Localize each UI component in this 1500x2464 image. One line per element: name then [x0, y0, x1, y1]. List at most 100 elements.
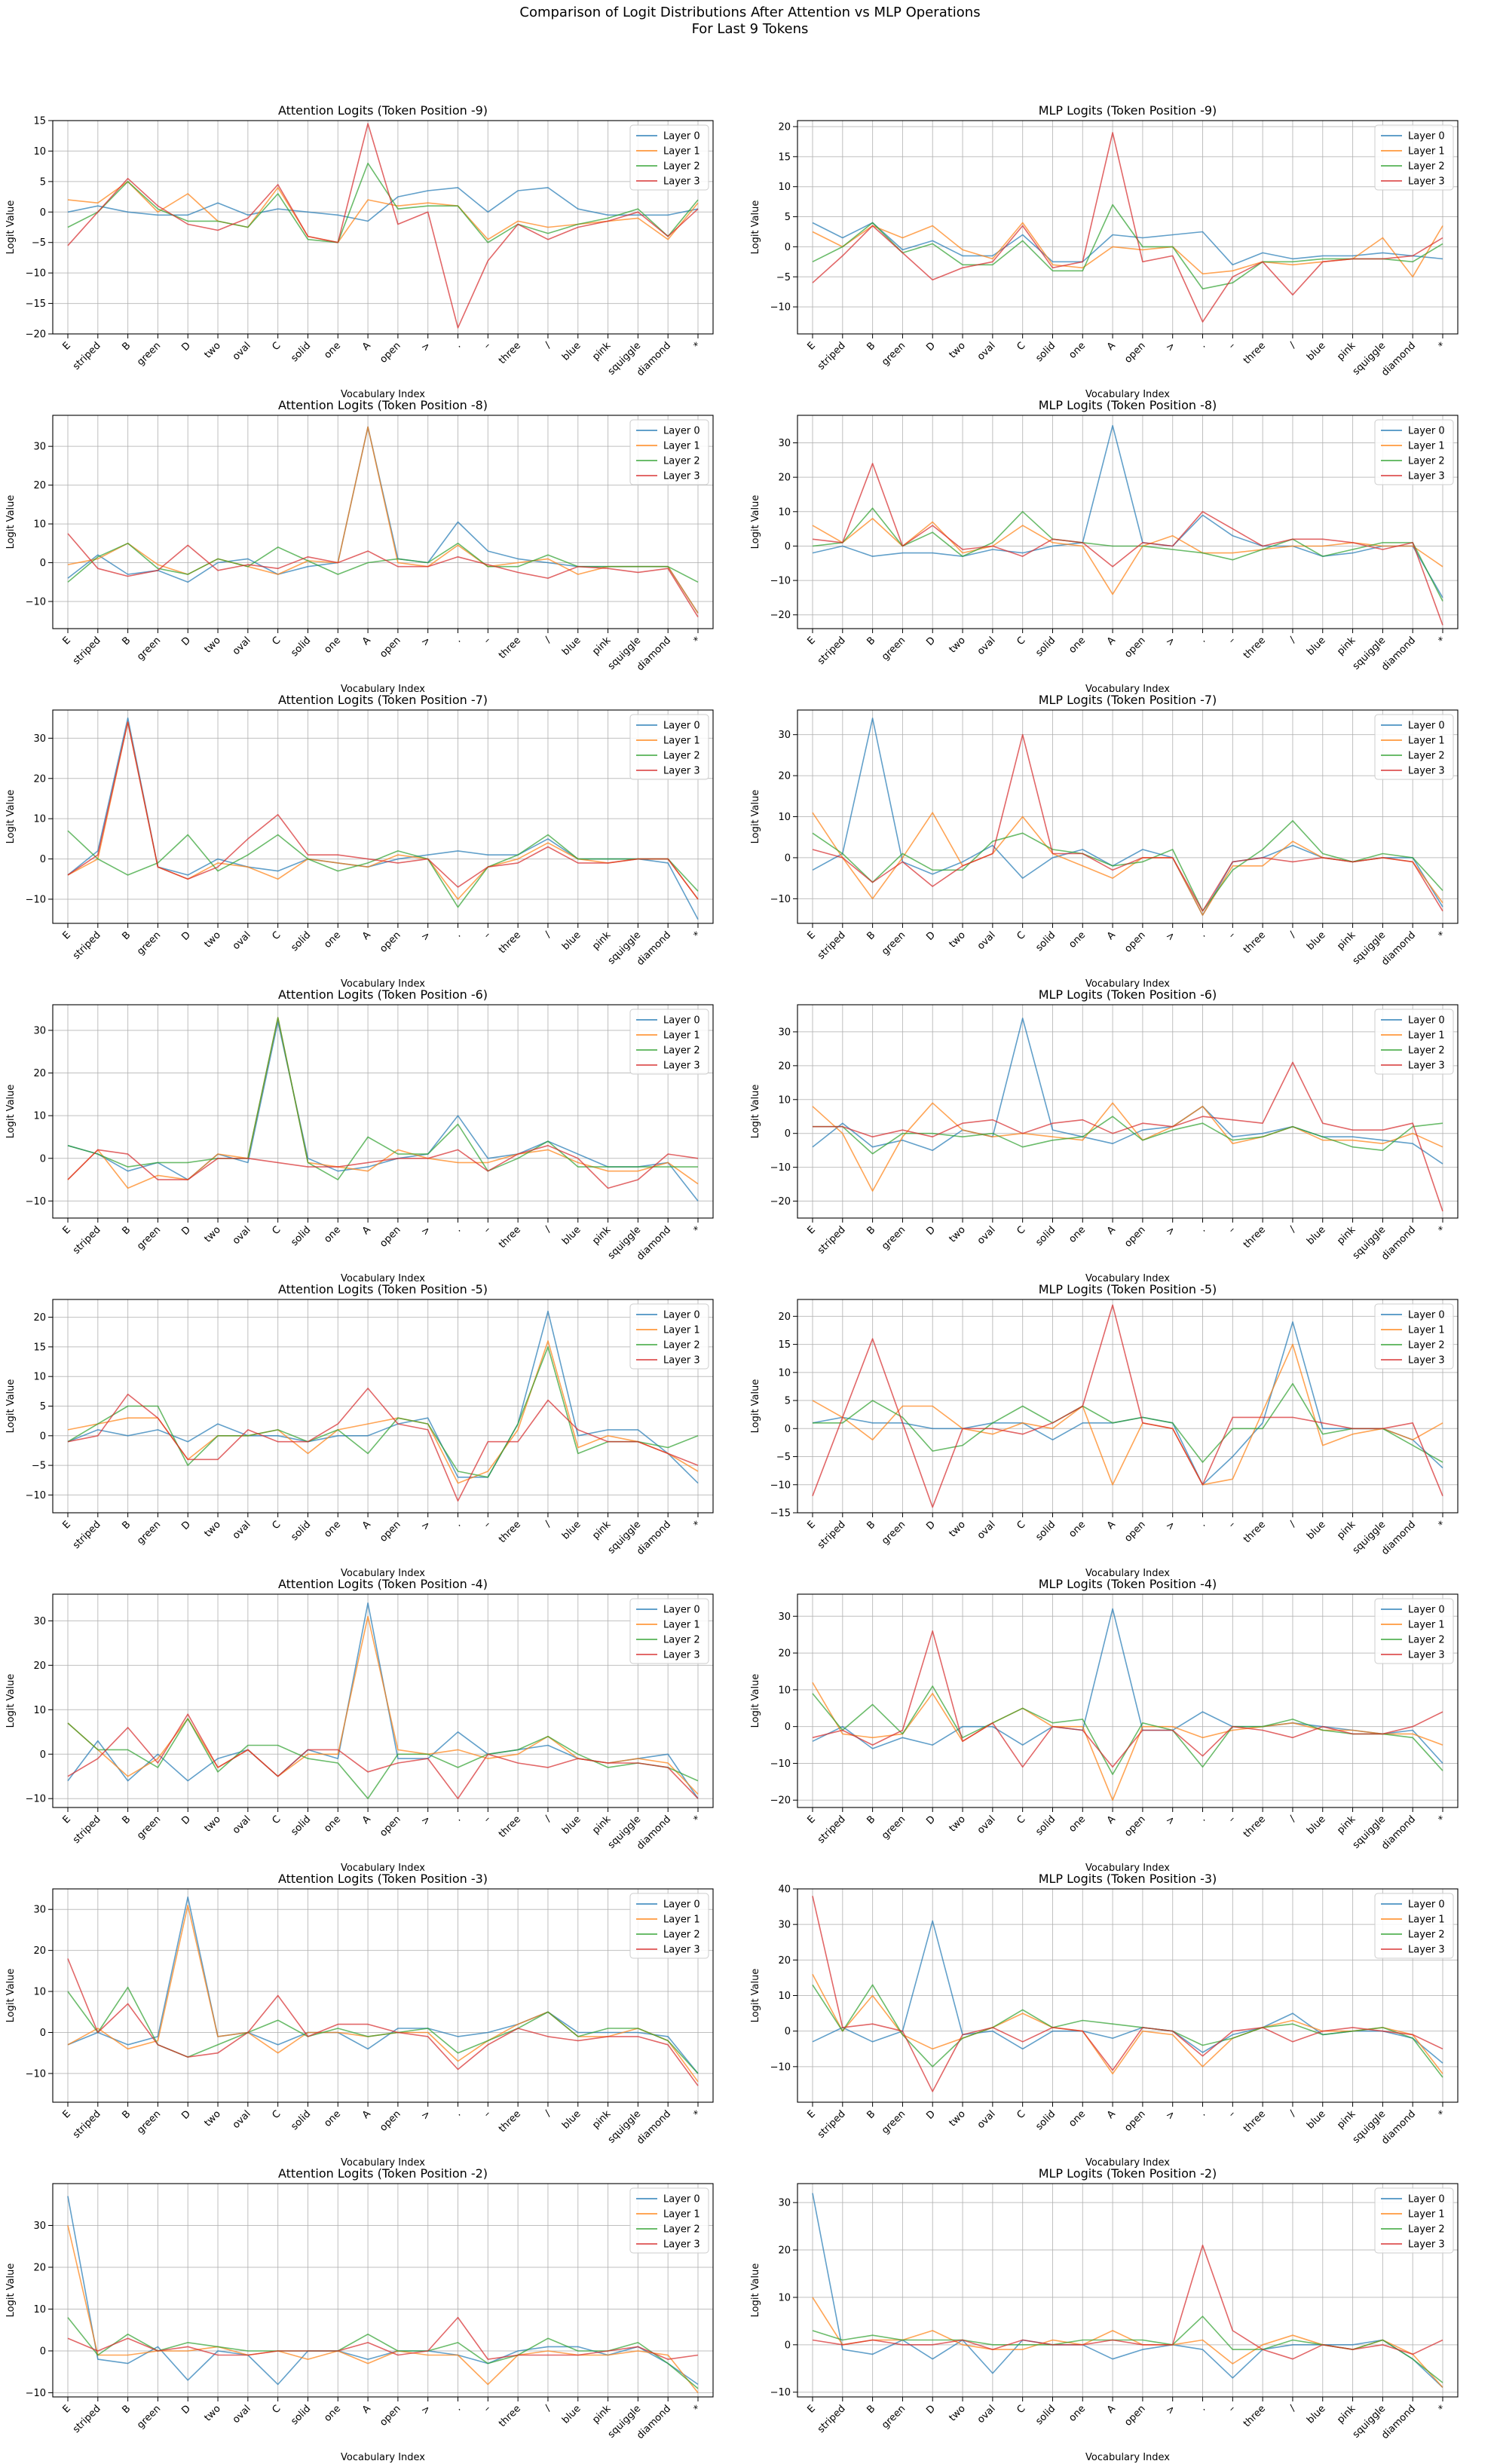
x-tick-label: open — [378, 1519, 403, 1544]
legend-label-layer-0: Layer 0 — [1408, 1605, 1445, 1616]
x-tick-label: blue — [1305, 1519, 1327, 1541]
x-tick-label: pink — [590, 340, 613, 363]
x-tick-label: two — [947, 1224, 968, 1244]
y-tick-label: −10 — [770, 1758, 791, 1770]
plot-frame — [52, 709, 714, 924]
panel-title: Attention Logits (Token Position -3) — [278, 1872, 488, 1886]
x-tick-label: green — [880, 1814, 908, 1841]
x-tick-label: pink — [590, 929, 613, 952]
legend: Layer 0 Layer 1 Layer 2 Layer 3 — [1374, 124, 1454, 191]
series-line-layer-3 — [67, 123, 699, 329]
x-tick-label: open — [1122, 929, 1148, 955]
x-tick-label: * — [1437, 2108, 1449, 2120]
x-tick-label: three — [497, 2403, 523, 2429]
x-tick-label: B — [865, 635, 878, 647]
legend-label-layer-1: Layer 1 — [663, 736, 700, 747]
series-line-layer-1 — [67, 2225, 699, 2393]
x-tick-label: C — [270, 1814, 283, 1826]
x-tick-label: > — [419, 1224, 433, 1238]
x-tick-label: . — [1198, 2403, 1208, 2413]
x-tick-label: . — [453, 1224, 464, 1235]
x-tick-label: green — [880, 2108, 908, 2136]
y-axis-label: Logit Value — [5, 2264, 17, 2318]
legend-box — [1374, 124, 1454, 191]
legend-label-layer-1: Layer 1 — [663, 2209, 700, 2221]
plot-frame — [797, 1593, 1459, 1808]
x-tick-label: * — [1437, 1814, 1449, 1826]
y-tick-label: −5 — [32, 1461, 46, 1472]
x-tick-label: C — [270, 929, 283, 942]
y-tick-label: 5 — [40, 1401, 46, 1413]
x-tick-label: C — [270, 2108, 283, 2121]
x-tick-label: / — [1287, 340, 1298, 350]
series-line-layer-1 — [812, 1973, 1443, 2075]
y-axis-label: Logit Value — [5, 1379, 17, 1434]
y-axis-label: Logit Value — [750, 1379, 761, 1434]
x-tick-label: B — [865, 2403, 878, 2416]
legend: Layer 0 Layer 1 Layer 2 Layer 3 — [1374, 1598, 1454, 1664]
x-tick-label: * — [1437, 929, 1449, 941]
x-tick-label: pink — [590, 1814, 613, 1836]
y-tick-label: 20 — [33, 1068, 46, 1079]
x-tick-label: . — [1198, 340, 1208, 350]
x-tick-label: C — [270, 2403, 283, 2416]
y-tick-label: 10 — [778, 812, 791, 823]
x-tick-label: A — [1105, 1814, 1118, 1826]
y-axis-label: Logit Value — [5, 790, 17, 844]
y-axis-label: Logit Value — [5, 1969, 17, 2023]
series-line-layer-2 — [67, 2317, 699, 2389]
x-tick-label: green — [880, 340, 908, 368]
x-tick-label: B — [865, 1224, 878, 1237]
x-tick-label: – — [1226, 1519, 1238, 1530]
legend-label-layer-0: Layer 0 — [1408, 1899, 1445, 1911]
x-tick-label: > — [419, 2108, 433, 2122]
y-tick-label: −10 — [26, 1490, 46, 1501]
legend-box — [1374, 2187, 1454, 2254]
y-tick-label: 20 — [778, 2245, 791, 2257]
x-tick-label: . — [1198, 1519, 1208, 1529]
legend-label-layer-1: Layer 1 — [1408, 1915, 1445, 1926]
y-tick-label: 10 — [778, 1991, 791, 2002]
x-tick-label: one — [1067, 635, 1088, 656]
x-tick-label: – — [1226, 1814, 1238, 1825]
series-line-layer-0 — [67, 426, 699, 614]
x-tick-label: solid — [289, 1814, 313, 1838]
legend-label-layer-0: Layer 0 — [663, 2194, 700, 2205]
x-tick-label: D — [179, 929, 193, 943]
legend-label-layer-3: Layer 3 — [663, 176, 700, 188]
x-tick-label: green — [135, 1814, 163, 1841]
x-tick-label: C — [1015, 340, 1027, 353]
x-tick-label: three — [1241, 340, 1268, 366]
x-tick-label: > — [419, 1519, 433, 1532]
x-tick-label: striped — [816, 1814, 848, 1846]
x-tick-label: – — [1226, 635, 1238, 646]
legend-box — [629, 2187, 709, 2254]
y-tick-label: 30 — [33, 442, 46, 453]
y-tick-label: 10 — [33, 1987, 46, 1998]
x-tick-label: one — [1067, 1224, 1088, 1245]
x-tick-label: – — [482, 1224, 493, 1235]
series-line-layer-0 — [812, 424, 1443, 598]
panel-title: MLP Logits (Token Position -8) — [1039, 398, 1217, 412]
x-tick-label: E — [805, 1224, 817, 1236]
x-tick-label: . — [453, 1814, 464, 1824]
x-tick-label: D — [924, 1814, 938, 1827]
series-line-layer-1 — [67, 181, 699, 243]
plot-frame — [52, 1004, 714, 1219]
x-tick-label: oval — [975, 635, 998, 657]
x-tick-label: D — [179, 1814, 193, 1827]
series-line-layer-3 — [813, 1061, 1443, 1212]
x-tick-label: three — [497, 1519, 523, 1545]
series-line-layer-2 — [813, 1382, 1443, 1463]
x-tick-label: > — [1164, 2108, 1177, 2122]
y-tick-label: 0 — [785, 2340, 791, 2351]
y-axis-label: Logit Value — [750, 790, 761, 844]
x-tick-label: open — [378, 929, 403, 955]
legend: Layer 0 Layer 1 Layer 2 Layer 3 — [1374, 419, 1454, 485]
x-tick-label: > — [1164, 635, 1177, 648]
y-tick-label: 20 — [778, 1312, 791, 1323]
series-line-layer-2 — [812, 2316, 1443, 2383]
